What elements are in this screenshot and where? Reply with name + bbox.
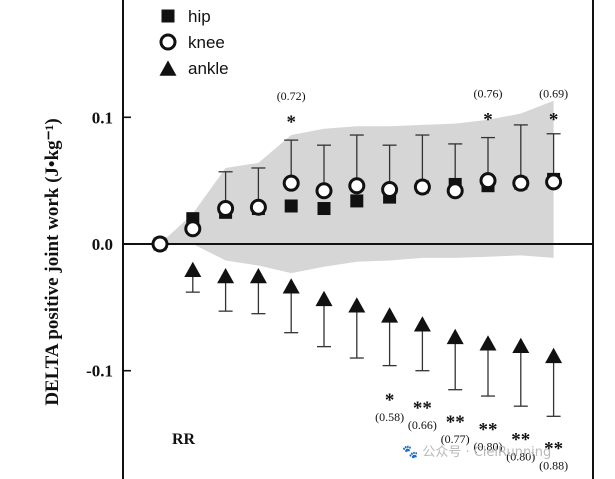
ankle-marker (413, 316, 431, 332)
y-axis-label: DELTA positive joint work (J•kg⁻¹) (42, 118, 63, 405)
knee-marker (282, 174, 300, 192)
knee-marker (512, 174, 530, 192)
y-tick-label: -0.1 (86, 362, 113, 381)
significance-marker: * (483, 109, 493, 130)
hip-marker (284, 199, 298, 213)
legend-label-knee: knee (188, 33, 225, 52)
y-tick-label: 0.1 (92, 108, 113, 127)
legend-label-ankle: ankle (188, 59, 229, 78)
ankle-marker (512, 337, 530, 353)
effect-size-label: (0.58) (375, 410, 404, 424)
significance-marker: * (286, 112, 296, 133)
significance-marker: * (549, 109, 559, 130)
significance-marker: ** (511, 430, 530, 451)
ankle-marker (249, 268, 267, 284)
effect-size-label: (0.69) (539, 86, 568, 100)
ankle-marker (217, 268, 235, 284)
legend: hip knee ankle (159, 7, 229, 78)
knee-marker (479, 172, 497, 190)
significance-marker: ** (544, 438, 563, 459)
effect-size-label: (0.72) (277, 89, 306, 103)
legend-hip-marker (161, 9, 175, 23)
knee-marker (249, 198, 267, 216)
hip-marker (317, 202, 331, 216)
significance-marker: * (385, 390, 395, 411)
significance-marker: ** (413, 398, 432, 419)
ankle-marker (381, 307, 399, 323)
y-tick-label: 0.0 (92, 235, 113, 254)
y-tick-layer: 0.1 0.0 -0.1 (86, 108, 131, 381)
effect-size-label: (0.66) (408, 418, 437, 432)
effect-size-label: (0.80) (506, 450, 535, 464)
effect-size-label: (0.80) (474, 439, 503, 453)
hip-marker (350, 194, 364, 208)
knee-marker (217, 200, 235, 218)
knee-marker (348, 177, 366, 195)
effect-size-label: (0.88) (539, 458, 568, 472)
rr-label: RR (172, 431, 196, 448)
effect-size-label: (0.77) (441, 432, 470, 446)
legend-knee-marker (159, 33, 177, 51)
ankle-marker (545, 347, 563, 364)
ankle-marker (315, 290, 333, 307)
ankle-marker (282, 278, 300, 294)
knee-marker (315, 182, 333, 200)
knee-marker (446, 182, 464, 200)
legend-label-hip: hip (188, 7, 211, 26)
marker-layer (151, 172, 563, 364)
effect-size-label: (0.76) (474, 86, 503, 100)
legend-ankle-marker (159, 60, 177, 76)
knee-marker (545, 173, 563, 191)
knee-marker (413, 178, 431, 196)
ankle-marker (479, 335, 497, 351)
ankle-marker (348, 297, 366, 313)
annotation-layer: (0.72)*(0.76)*(0.69)**(0.58) **(0.66) **(0… (277, 86, 568, 472)
knee-marker (381, 181, 399, 199)
knee-marker (151, 235, 169, 253)
watermark-text: 🐾 公众号 · CielRunning (402, 445, 551, 460)
axes-layer (122, 0, 594, 479)
ankle-marker (446, 328, 464, 345)
ankle-marker (184, 261, 202, 277)
significance-marker: ** (446, 412, 465, 433)
knee-marker (184, 220, 202, 238)
significance-marker: ** (479, 419, 498, 440)
